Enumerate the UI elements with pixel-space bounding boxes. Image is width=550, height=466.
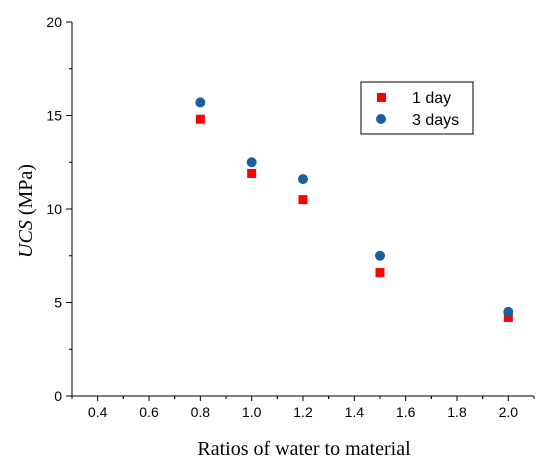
y-axis-title: UCS (MPa): [15, 164, 37, 258]
x-tick-label: 1.6: [396, 404, 416, 420]
x-tick-label: 1.8: [447, 404, 467, 420]
legend-marker-3-days: [376, 114, 386, 124]
point-3-days: [246, 157, 257, 168]
y-axis-title-italic: UCS: [15, 220, 37, 258]
point-3-days: [503, 306, 514, 317]
point-3-days: [195, 97, 206, 108]
x-tick-label: 1.2: [293, 404, 313, 420]
x-ticks: 0.4 0.6 0.8 1.0 1.2 1.4 1.6 1.8 2.0: [71, 396, 535, 420]
x-tick-label: 1.4: [345, 404, 365, 420]
y-axis-title-unit: (MPa): [15, 164, 37, 220]
legend-marker-1-day: [377, 93, 386, 102]
x-tick-label: 1.0: [242, 404, 262, 420]
data-points: [195, 97, 514, 322]
x-tick-label: 2.0: [499, 404, 519, 420]
point-1-day: [195, 114, 205, 124]
point-1-day: [503, 312, 513, 322]
y-tick-label: 15: [46, 108, 62, 124]
legend-label-1-day: 1 day: [412, 90, 451, 107]
y-tick-label: 0: [54, 388, 62, 404]
point-3-days: [375, 250, 385, 261]
x-tick-label: 0.4: [88, 404, 108, 420]
point-1-day: [247, 168, 257, 178]
point-1-day: [298, 195, 308, 205]
y-tick-label: 20: [46, 14, 62, 30]
point-3-days: [298, 174, 308, 185]
y-ticks: 0 5 10 15 20: [46, 14, 72, 404]
legend: 1 day 3 days: [360, 81, 474, 135]
y-tick-label: 10: [46, 201, 62, 217]
legend-box: [360, 81, 474, 135]
x-tick-label: 0.8: [191, 404, 211, 420]
legend-label-3-days: 3 days: [412, 112, 459, 129]
x-tick-label: 0.6: [139, 404, 159, 420]
axes: [71, 22, 534, 397]
point-1-day: [375, 268, 385, 278]
y-tick-label: 5: [54, 295, 62, 311]
x-axis-title: Ratios of water to material: [197, 438, 411, 460]
